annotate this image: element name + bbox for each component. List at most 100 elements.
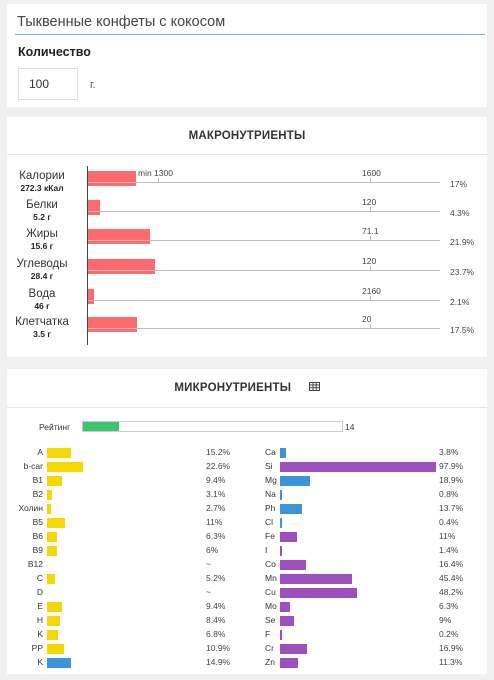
micro-left-value: 2.7% xyxy=(206,503,226,513)
micronutrients-heading: МИКРОНУТРИЕНТЫ xyxy=(174,382,292,395)
macro-percent: 4.3% xyxy=(450,208,470,218)
micro-left-name: PP xyxy=(31,643,43,653)
micro-left-value: 22.6% xyxy=(206,461,231,471)
micro-right-bar xyxy=(280,532,298,542)
micro-left-bar xyxy=(47,476,63,486)
micro-right-value: 0.2% xyxy=(439,629,459,639)
micro-left-bar xyxy=(47,504,52,514)
micronutrients-heading-row: МИКРОНУТРИЕНТЫ xyxy=(7,382,487,394)
macro-norm-label: 1600 xyxy=(362,168,381,178)
macro-bar xyxy=(88,200,101,215)
micro-left-value: 15.2% xyxy=(206,447,231,457)
macro-amount: 3.5 г xyxy=(33,329,51,339)
micro-left-name: b-car xyxy=(23,461,43,471)
divider xyxy=(7,407,487,408)
micro-right-name: Fe xyxy=(265,531,275,541)
micro-right-bar xyxy=(280,546,283,556)
micro-left-value: 6% xyxy=(206,545,219,555)
micro-right-name: Cl xyxy=(265,517,274,527)
micro-left-bar xyxy=(47,546,57,556)
micro-left-bar xyxy=(47,602,63,612)
macro-norm-line xyxy=(88,240,440,241)
micro-right-value: 48.2% xyxy=(439,587,464,597)
macro-percent: 23.7% xyxy=(450,267,475,277)
macro-norm-line xyxy=(88,300,440,301)
macro-amount: 46 г xyxy=(34,301,50,311)
micro-left-bar xyxy=(47,518,65,528)
micro-right-value: 6.3% xyxy=(439,601,459,611)
macro-name-cell: Жиры 15.6 г xyxy=(7,228,77,252)
micro-left-value: 9.4% xyxy=(206,601,226,611)
macro-norm-label: 20 xyxy=(362,314,372,324)
micro-left-value: 3.1% xyxy=(206,489,226,499)
micro-right-bar xyxy=(280,476,311,486)
macro-bar xyxy=(88,171,136,186)
macro-percent: 2.1% xyxy=(450,297,470,307)
quantity-label: Количество xyxy=(18,45,91,59)
micro-left-bar xyxy=(47,448,72,458)
macro-bar xyxy=(88,317,138,332)
micro-left-bar xyxy=(47,616,61,626)
micro-left-value: 6.8% xyxy=(206,629,226,639)
micro-left-value: 10.9% xyxy=(206,643,231,653)
micro-right-bar xyxy=(280,644,307,654)
macro-name-cell: Калории 272.3 кКал xyxy=(7,170,77,194)
micro-left-value: 5.2% xyxy=(206,573,226,583)
micronutrients-panel: МИКРОНУТРИЕНТЫ Рейтинг 14 A 15.2% b-car 22.… xyxy=(7,369,487,674)
macro-amount: 272.3 кКал xyxy=(20,183,64,193)
micro-left-name: K xyxy=(37,657,43,667)
micro-right-name: Ph xyxy=(265,503,276,513)
micro-right-value: 3.8% xyxy=(439,447,459,457)
micro-left-name: C xyxy=(36,573,43,583)
quantity-input[interactable] xyxy=(18,68,78,100)
micro-left-bar xyxy=(47,462,84,472)
micro-right-value: 16.9% xyxy=(439,643,464,653)
micro-right-value: 18.9% xyxy=(439,475,464,485)
macro-norm-tick xyxy=(370,296,371,301)
macro-bar xyxy=(88,259,155,274)
product-title-input[interactable] xyxy=(15,9,485,35)
micro-right-name: Si xyxy=(265,461,273,471)
rating-label: Рейтинг xyxy=(39,422,71,432)
macro-percent: 21.9% xyxy=(450,237,475,247)
macro-norm-label: 120 xyxy=(362,197,377,207)
micro-right-bar xyxy=(280,588,357,598)
macro-amount: 28.4 г xyxy=(30,271,54,281)
micro-right-name: Se xyxy=(265,615,276,625)
rating-bar xyxy=(82,421,343,432)
micro-left-name: H xyxy=(36,615,43,625)
micro-right-value: 45.4% xyxy=(439,573,464,583)
rating-fill xyxy=(83,422,120,431)
macro-name-cell: Углеводы 28.4 г xyxy=(7,258,77,282)
micro-right-name: Na xyxy=(265,489,276,499)
micro-left-name: A xyxy=(37,447,43,457)
micro-right-bar xyxy=(280,574,353,584)
micro-right-bar xyxy=(280,490,282,500)
macro-norm-tick xyxy=(370,207,371,212)
macro-name: Вода xyxy=(28,288,56,300)
macro-min-tick xyxy=(158,178,159,183)
macro-amount: 15.6 г xyxy=(30,241,54,251)
micro-right-name: Mn xyxy=(265,573,277,583)
micro-right-bar xyxy=(280,616,295,626)
micro-right-value: 11% xyxy=(439,531,456,541)
table-icon[interactable] xyxy=(308,382,320,394)
micro-right-value: 0.8% xyxy=(439,489,459,499)
macro-percent: 17% xyxy=(450,179,468,189)
macro-norm-tick xyxy=(370,324,371,329)
micro-right-bar xyxy=(280,658,298,668)
micro-right-name: Zn xyxy=(265,657,275,667)
product-card: Количество г. xyxy=(7,4,487,107)
macro-norm-line xyxy=(88,328,440,329)
micro-right-value: 13.7% xyxy=(439,503,464,513)
macro-norm-label: 2160 xyxy=(362,286,381,296)
micro-right-value: 11.3% xyxy=(439,657,463,667)
micro-right-name: Cr xyxy=(265,643,274,653)
micro-right-bar xyxy=(280,560,307,570)
macro-axis xyxy=(87,166,88,345)
micro-left-value: 11% xyxy=(206,517,223,527)
micro-left-name: K xyxy=(37,629,43,639)
macro-norm-label: 120 xyxy=(362,256,377,266)
micro-left-name: B1 xyxy=(32,475,43,485)
macro-bar xyxy=(88,229,150,244)
